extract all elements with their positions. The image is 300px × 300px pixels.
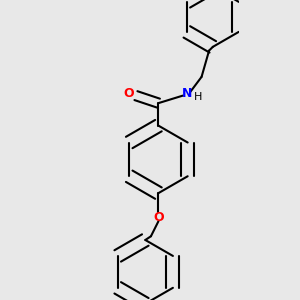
Text: H: H xyxy=(194,92,202,103)
Text: O: O xyxy=(123,87,134,100)
Text: O: O xyxy=(153,211,164,224)
Text: N: N xyxy=(182,87,193,100)
